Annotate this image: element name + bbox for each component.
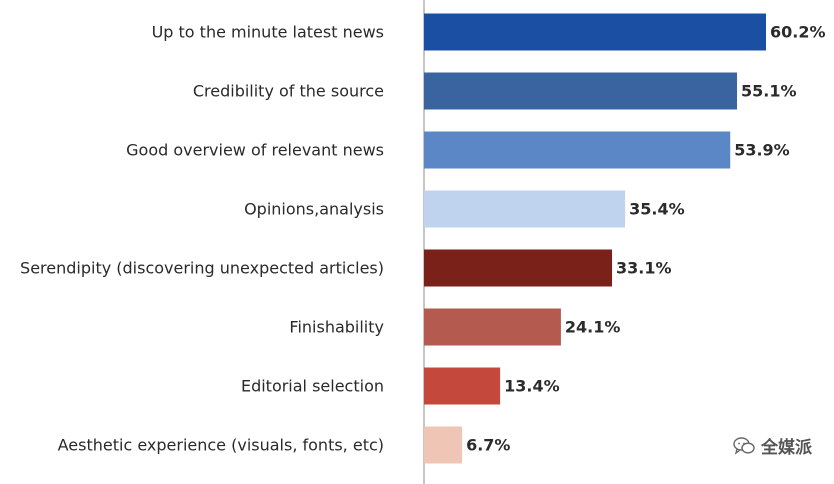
bar <box>424 249 613 287</box>
value-label: 13.4% <box>504 377 560 396</box>
value-label: 60.2% <box>770 23 826 42</box>
wechat-icon <box>733 436 755 455</box>
category-label: Serendipity (discovering unexpected arti… <box>20 259 384 278</box>
value-labels-group: 60.2% 55.1% 53.9% 35.4% 33.1% 24.1% 13.4% 6.7% <box>466 23 825 455</box>
bar <box>424 426 463 464</box>
category-label: Editorial selection <box>241 377 384 396</box>
value-label: 55.1% <box>741 82 797 101</box>
category-label: Aesthetic experience (visuals, fonts, et… <box>58 436 384 455</box>
category-label: Opinions,analysis <box>244 200 384 219</box>
value-label: 53.9% <box>734 141 790 160</box>
watermark: 全媒派 <box>733 433 812 458</box>
bar <box>424 190 626 228</box>
bars-group <box>424 13 766 464</box>
watermark-text: 全媒派 <box>761 438 812 458</box>
value-label: 33.1% <box>616 259 672 278</box>
category-label: Finishability <box>289 318 384 337</box>
bar <box>424 72 738 110</box>
bar <box>424 131 731 169</box>
bar <box>424 308 561 346</box>
bar <box>424 367 501 405</box>
category-labels-group: Up to the minute latest news Credibility … <box>20 23 384 455</box>
value-label: 24.1% <box>565 318 621 337</box>
category-label: Credibility of the source <box>193 82 384 101</box>
value-label: 35.4% <box>629 200 685 219</box>
value-label: 6.7% <box>466 436 510 455</box>
bar <box>424 13 766 51</box>
category-label: Good overview of relevant news <box>126 141 384 160</box>
category-label: Up to the minute latest news <box>152 23 384 42</box>
